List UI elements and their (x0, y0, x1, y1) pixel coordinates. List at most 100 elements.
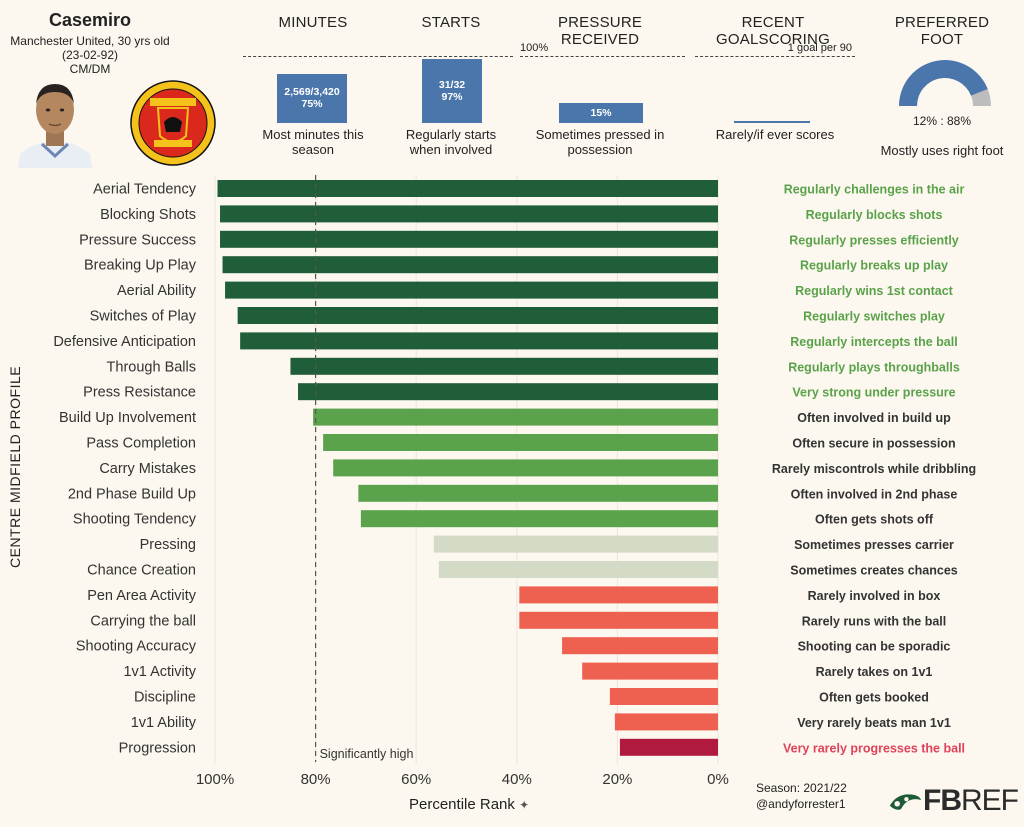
foot-ratio: 12% : 88% (912, 114, 972, 128)
player-position: CM/DM (69, 62, 111, 76)
category-description: Often gets booked (819, 691, 929, 705)
category-label: Pen Area Activity (87, 588, 197, 604)
starts-pct: 97% (441, 90, 463, 103)
pressure-header: PRESSURE RECEIVED (557, 14, 643, 48)
goalscoring-bar (734, 121, 810, 123)
category-label: Carrying the ball (90, 613, 196, 629)
fbref-logo-suffix: REF (961, 784, 1019, 817)
player-photo (12, 74, 98, 168)
bar-2nd-phase-build-up (358, 484, 718, 502)
category-description: Regularly breaks up play (800, 259, 948, 273)
category-label: Shooting Accuracy (76, 639, 197, 655)
category-label: Defensive Anticipation (53, 334, 196, 350)
season-label: Season: 2021/22 (756, 781, 847, 795)
foot-left-arc (971, 89, 991, 106)
category-description: Regularly blocks shots (806, 208, 943, 222)
pressure-pct: 15% (590, 107, 612, 120)
category-description: Often gets shots off (815, 513, 934, 527)
category-label: 2nd Phase Build Up (68, 486, 196, 502)
x-tick-label: 100% (196, 771, 234, 788)
foot-right-arc (899, 59, 988, 106)
starts-caption-line1: Regularly starts (405, 127, 497, 142)
fbref-logo: FB REF (888, 784, 1019, 818)
category-description: Rarely miscontrols while dribbling (772, 462, 976, 476)
category-description: Regularly challenges in the air (784, 183, 965, 197)
pressure-bar: 15% (559, 103, 643, 123)
category-label: Pass Completion (86, 436, 196, 452)
category-label: Progression (119, 740, 196, 756)
category-label: Carry Mistakes (99, 461, 196, 477)
bar-blocking-shots (220, 205, 718, 223)
category-description: Regularly intercepts the ball (790, 335, 957, 349)
minutes-value: 2,569/3,420 (284, 86, 340, 99)
category-description: Regularly plays throughballs (788, 360, 960, 374)
bar-aerial-tendency (217, 180, 718, 197)
fbref-logo-icon (889, 794, 922, 810)
category-description: Often involved in build up (797, 411, 951, 425)
category-description: Sometimes presses carrier (794, 538, 954, 552)
starts-value: 31/32 (438, 78, 466, 91)
category-description: Regularly wins 1st contact (795, 284, 954, 298)
bar-pass-completion (323, 434, 718, 451)
bar-aerial-ability (225, 281, 718, 299)
foot-gauge (899, 59, 991, 106)
category-label: Aerial Tendency (93, 182, 197, 198)
category-description: Sometimes creates chances (790, 564, 958, 578)
bar-shooting-tendency (360, 510, 718, 528)
pressure-max-line (520, 56, 685, 57)
bar-breaking-up-play (222, 256, 719, 274)
fbref-logo-prefix: FB (923, 784, 962, 817)
bar-defensive-anticipation (240, 332, 718, 350)
pressure-max-label: 100% (520, 42, 549, 54)
club-crest-icon (130, 80, 216, 166)
bar-through-balls (290, 357, 718, 375)
goalscoring-caption: Rarely/if ever scores (715, 127, 835, 142)
starts-max-line (383, 56, 513, 57)
x-axis-title: Percentile Rank ✦ (409, 796, 529, 813)
category-description: Shooting can be sporadic (798, 640, 951, 654)
minutes-header: MINUTES (278, 14, 348, 31)
x-tick-label: 20% (602, 771, 632, 788)
goalscoring-max-label: 1 goal per 90 (787, 42, 852, 54)
category-label: Through Balls (107, 359, 196, 375)
minutes-bar: 2,569/3,420 75% (277, 73, 347, 123)
bar-discipline (609, 688, 718, 705)
category-description: Very rarely beats man 1v1 (797, 716, 951, 730)
starts-header: STARTS (421, 14, 481, 31)
bar-build-up-involvement (313, 408, 718, 426)
goalscoring-header: RECENT GOALSCORING (716, 14, 830, 48)
x-axis-label: Percentile Rank (409, 796, 515, 813)
x-tick-label: 0% (707, 771, 729, 788)
category-description: Rarely runs with the ball (802, 614, 946, 628)
category-label: Press Resistance (83, 385, 196, 401)
category-label: Pressure Success (79, 232, 196, 248)
bar-shooting-accuracy (562, 637, 718, 655)
minutes-pct: 75% (301, 98, 323, 111)
category-description: Very strong under pressure (792, 386, 955, 400)
x-tick-label: 60% (401, 771, 431, 788)
player-subtitle: Manchester United, 30 yrs old (23-02-92)… (0, 34, 180, 76)
pressure-caption-line2: possession (567, 142, 633, 157)
category-label: 1v1 Ability (131, 715, 197, 731)
category-description: Often involved in 2nd phase (791, 487, 958, 501)
starts-caption-line2: when involved (409, 142, 493, 157)
starts-caption: Regularly starts when involved (383, 127, 519, 157)
goalscoring-max-line (695, 56, 855, 57)
minutes-caption-line1: Most minutes this (262, 127, 364, 142)
bar-carrying-the-ball (519, 611, 718, 629)
foot-header: PREFERRED FOOT (894, 14, 990, 48)
category-description: Rarely involved in box (808, 589, 941, 603)
category-label: Blocking Shots (100, 207, 196, 223)
pressure-caption: Sometimes pressed in possession (525, 127, 675, 157)
bar-carry-mistakes (333, 459, 718, 477)
category-label: Switches of Play (90, 309, 197, 325)
category-description: Regularly presses efficiently (789, 233, 959, 247)
category-description: Rarely takes on 1v1 (816, 665, 933, 679)
category-label: Build Up Involvement (59, 410, 196, 426)
bar-chance-creation (438, 561, 718, 578)
minutes-caption-line2: season (292, 142, 334, 157)
bar-progression (619, 738, 718, 756)
credits: Season: 2021/22 @andyforrester1 (756, 780, 847, 812)
category-label: Aerial Ability (117, 283, 197, 299)
